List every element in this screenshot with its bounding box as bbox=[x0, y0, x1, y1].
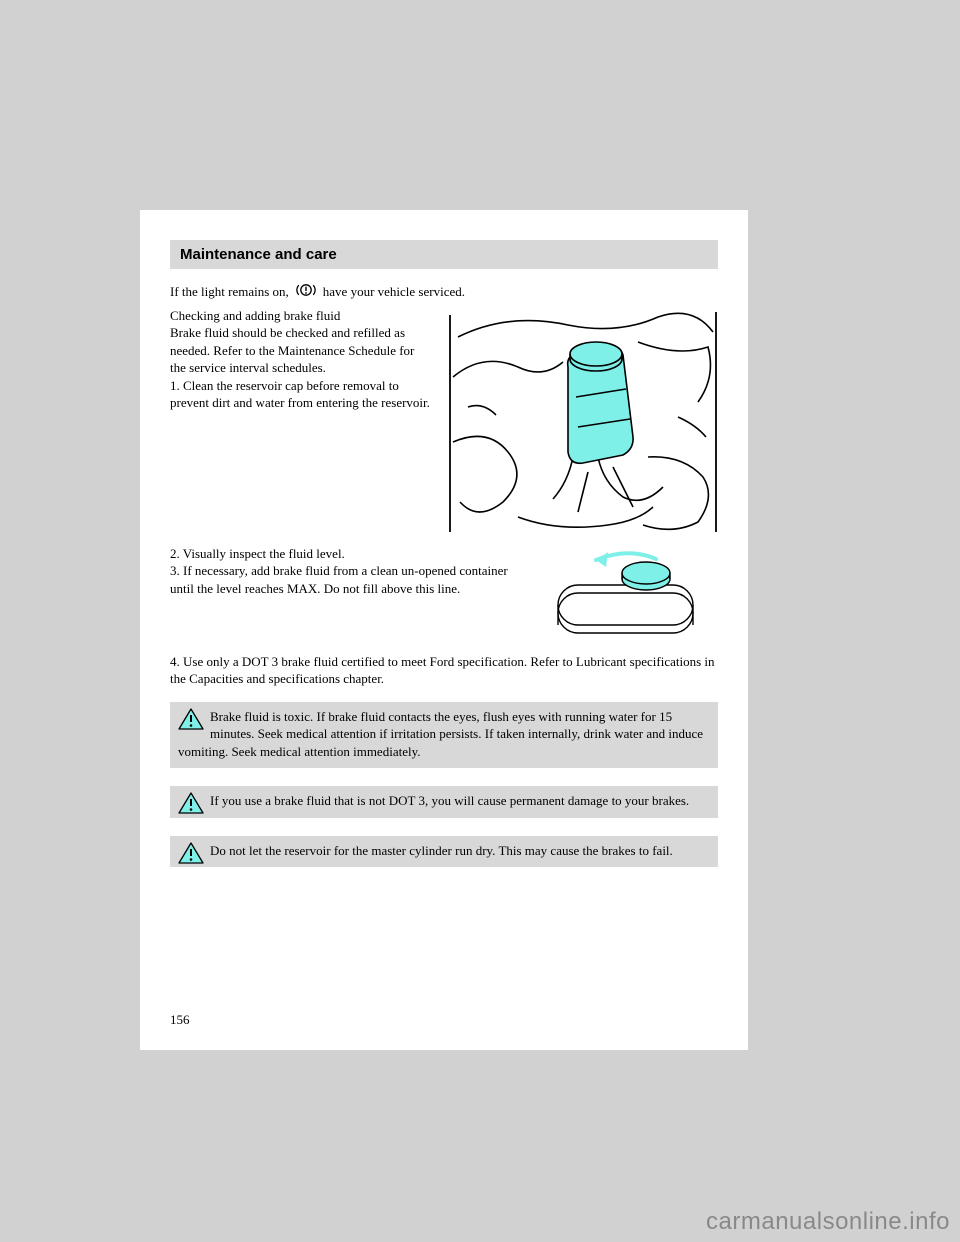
reservoir-cap-figure bbox=[538, 545, 718, 645]
block-1: Checking and adding brake fluid Brake fl… bbox=[170, 307, 718, 537]
watermark: carmanualsonline.info bbox=[706, 1208, 950, 1236]
warning-box-2: If you use a brake fluid that is not DOT… bbox=[170, 786, 718, 818]
warning-text-1: Brake fluid is toxic. If brake fluid con… bbox=[178, 709, 703, 759]
warning-icon bbox=[178, 708, 204, 730]
page-number: 156 bbox=[170, 1012, 190, 1028]
warning-text-3: Do not let the reservoir for the master … bbox=[210, 843, 673, 858]
warning-box-3: Do not let the reservoir for the master … bbox=[170, 836, 718, 868]
block-2: 2. Visually inspect the fluid level. 3. … bbox=[170, 545, 718, 645]
warning-box-1: Brake fluid is toxic. If brake fluid con… bbox=[170, 702, 718, 769]
paragraph-step4: 4. Use only a DOT 3 brake fluid certifie… bbox=[170, 653, 718, 688]
block-1-text: Checking and adding brake fluid Brake fl… bbox=[170, 307, 432, 537]
intro-line: If the light remains on, have your vehic… bbox=[170, 283, 718, 301]
brake-warning-icon bbox=[295, 283, 317, 297]
intro-left: If the light remains on, bbox=[170, 283, 289, 301]
section-title: Maintenance and care bbox=[180, 246, 337, 263]
warning-text-2: If you use a brake fluid that is not DOT… bbox=[210, 793, 689, 808]
warning-icon bbox=[178, 792, 204, 814]
section-header: Maintenance and care bbox=[170, 240, 718, 269]
engine-reservoir-figure bbox=[448, 307, 718, 537]
manual-page: Maintenance and care If the light remain… bbox=[140, 210, 748, 1050]
warning-icon bbox=[178, 842, 204, 864]
block-2-text: 2. Visually inspect the fluid level. 3. … bbox=[170, 545, 522, 645]
intro-right: have your vehicle serviced. bbox=[323, 283, 465, 301]
